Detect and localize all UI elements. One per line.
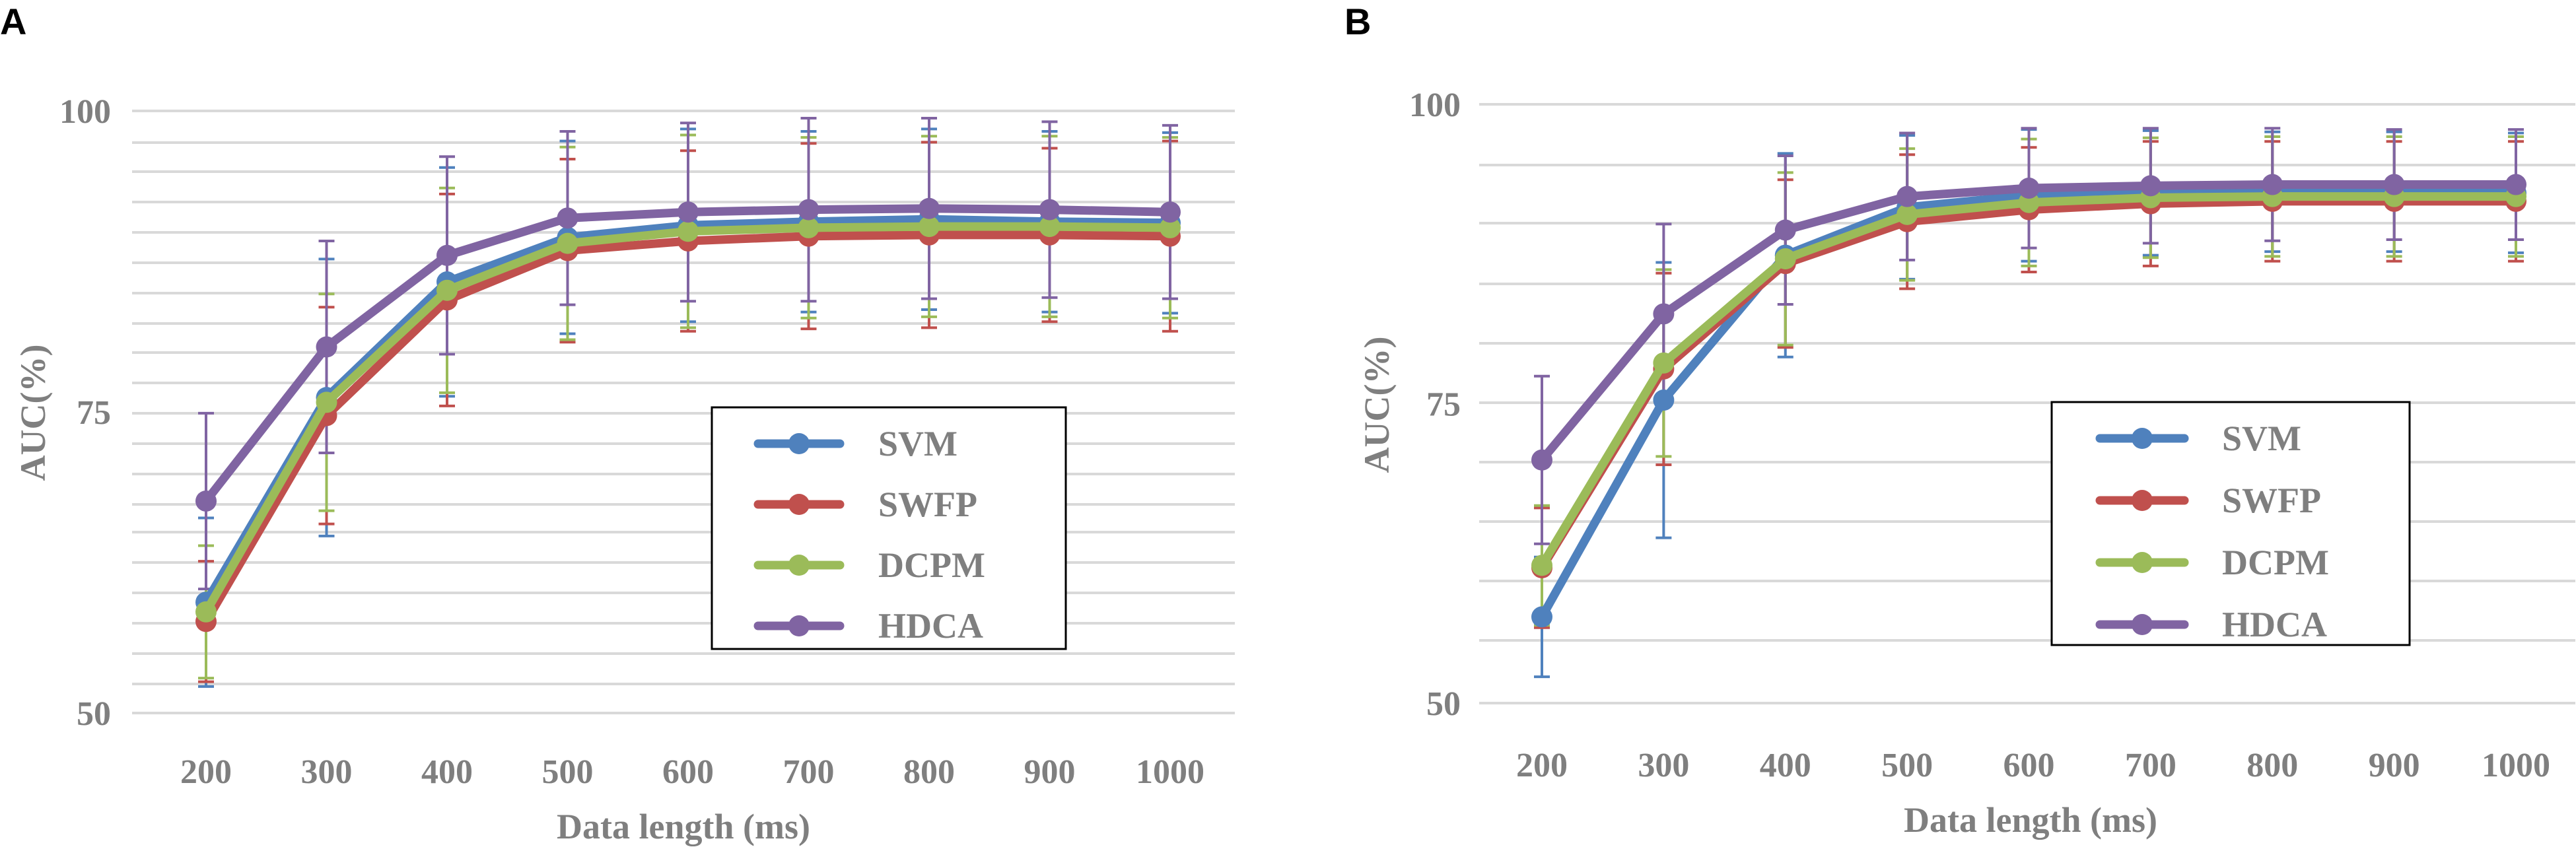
legend-marker — [2132, 614, 2153, 635]
data-point — [798, 217, 819, 238]
x-tick-label: 300 — [1638, 747, 1689, 784]
legend: SVM SWFP DCPM HDCA — [711, 406, 1067, 650]
data-point — [316, 391, 337, 413]
data-point — [919, 216, 940, 238]
data-point — [195, 490, 217, 512]
data-point — [2018, 177, 2040, 199]
legend-marker — [2132, 490, 2153, 511]
x-tick-label: 800 — [2246, 747, 2298, 784]
x-tick-label: 900 — [2369, 747, 2420, 784]
x-axis-title: Data length (ms) — [1904, 800, 2157, 840]
x-axis-title: Data length (ms) — [557, 807, 810, 846]
x-tick-label: 700 — [2125, 747, 2176, 784]
data-point — [1897, 203, 1918, 225]
legend-label: SVM — [2222, 419, 2301, 458]
legend-label: SWFP — [878, 485, 977, 524]
data-point — [1774, 248, 1796, 270]
x-tick-label: 700 — [783, 753, 835, 791]
data-point — [919, 197, 940, 219]
legend-label: HDCA — [2222, 605, 2327, 644]
data-point — [1531, 449, 1552, 471]
y-axis-title: AUC(%) — [13, 345, 53, 481]
data-point — [1653, 352, 1675, 374]
data-point — [2505, 174, 2526, 195]
data-point — [2140, 175, 2161, 197]
data-point — [1653, 303, 1675, 325]
panel-label: B — [1344, 1, 1371, 42]
data-point — [1653, 390, 1675, 411]
legend-marker — [2132, 428, 2153, 449]
data-point — [798, 199, 819, 221]
data-point — [1531, 555, 1552, 576]
x-tick-label: 600 — [662, 753, 714, 791]
error-bars-hdca — [1534, 127, 2524, 545]
data-point — [2262, 174, 2283, 195]
legend-marker — [788, 615, 810, 636]
data-point — [1774, 219, 1796, 241]
gridlines — [132, 110, 1235, 714]
data-point — [1897, 186, 1918, 207]
chart-panel-a: A 50 75 100 200 300 400 500 600 700 800 900 1000 Data… — [0, 1, 1235, 846]
data-point — [678, 201, 699, 223]
legend: SVM SWFP DCPM HDCA — [2050, 401, 2411, 646]
x-tick-label: 900 — [1024, 753, 1076, 791]
y-tick-label: 75 — [77, 394, 111, 432]
data-point — [557, 232, 578, 254]
series-hdca — [1531, 174, 2526, 471]
legend-label: SWFP — [2222, 481, 2321, 520]
x-tick-label: 400 — [1760, 747, 1811, 784]
x-tick-label: 500 — [542, 753, 594, 791]
x-tick-label: 800 — [903, 753, 955, 791]
chart-panel-b: B 50 75 100 200 300 400 500 600 700 800 900 1000 Data… — [1344, 1, 2575, 840]
y-tick-label: 50 — [1426, 685, 1461, 723]
data-point — [1039, 199, 1061, 221]
x-tick-label: 200 — [180, 753, 232, 791]
x-tick-label: 400 — [421, 753, 473, 791]
data-point — [1160, 217, 1181, 238]
data-point — [1160, 201, 1181, 223]
legend-marker — [788, 555, 810, 576]
data-point — [678, 221, 699, 242]
data-point — [436, 244, 458, 266]
legend-label: DCPM — [878, 545, 985, 585]
legend-label: DCPM — [2222, 543, 2329, 582]
y-tick-label: 100 — [59, 93, 111, 131]
x-tick-label: 300 — [301, 753, 353, 791]
x-tick-label: 1000 — [1136, 753, 1204, 791]
y-tick-label: 75 — [1426, 386, 1461, 424]
y-axis-title: AUC(%) — [1357, 337, 1397, 473]
x-tick-label: 200 — [1516, 747, 1568, 784]
data-point — [316, 336, 337, 358]
y-tick-label: 100 — [1409, 86, 1461, 124]
x-tick-label: 600 — [2003, 747, 2055, 784]
series-hdca — [195, 197, 1181, 512]
data-point — [557, 207, 578, 229]
data-point — [1531, 606, 1552, 628]
y-tick-label: 50 — [77, 695, 111, 733]
panel-label: A — [0, 1, 26, 42]
x-tick-label: 1000 — [2482, 747, 2550, 784]
legend-label: SVM — [878, 424, 957, 463]
gridlines — [1479, 103, 2575, 704]
legend-marker — [2132, 552, 2153, 573]
data-point — [1039, 216, 1061, 238]
legend-marker — [788, 433, 810, 454]
x-tick-label: 500 — [1881, 747, 1933, 784]
legend-marker — [788, 494, 810, 515]
series-dcpm — [195, 216, 1181, 623]
data-point — [436, 279, 458, 301]
legend-label: HDCA — [878, 606, 983, 646]
data-point — [195, 601, 217, 623]
data-point — [2383, 174, 2405, 195]
